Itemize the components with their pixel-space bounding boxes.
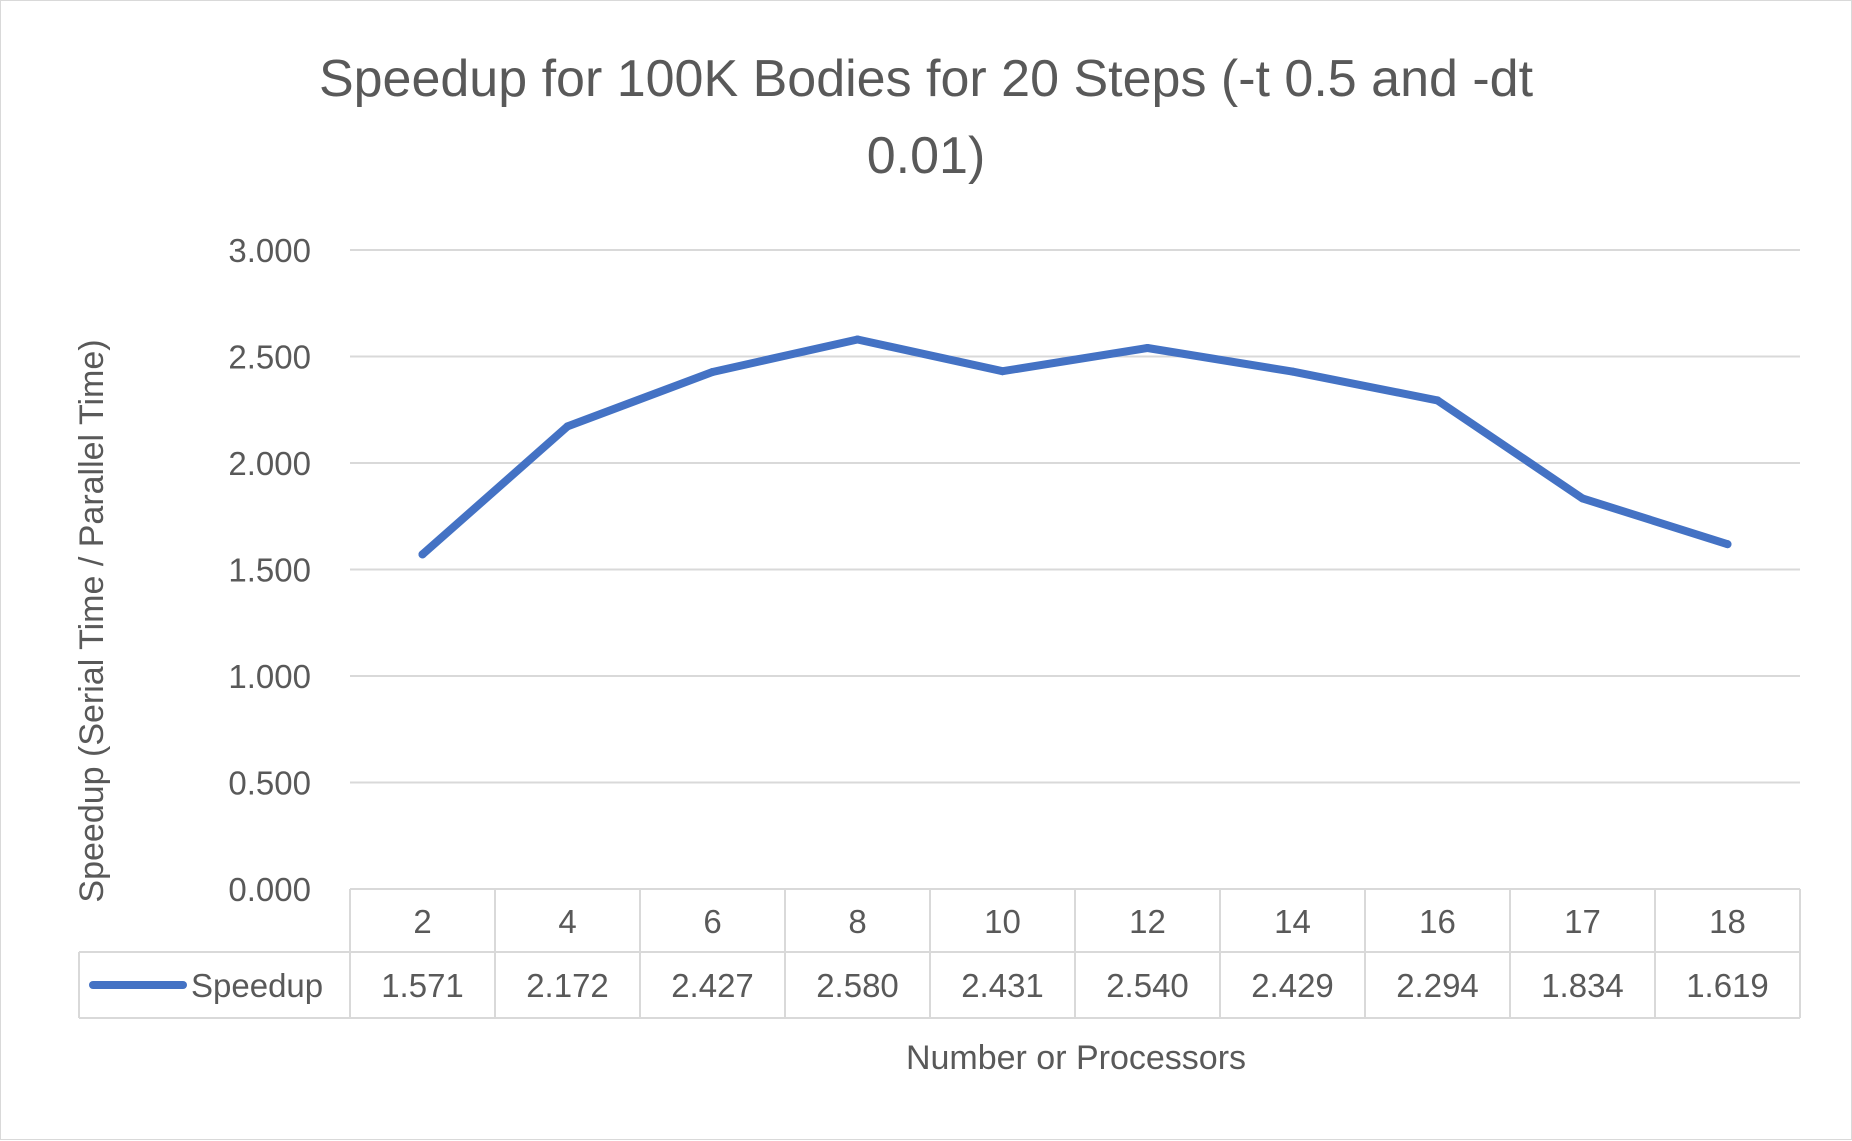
data-table-value: 2.429 — [1251, 967, 1334, 1004]
data-table-value: 1.619 — [1686, 967, 1769, 1004]
x-tick-label: 17 — [1564, 903, 1601, 940]
x-tick-label: 12 — [1129, 903, 1166, 940]
data-table-value: 2.431 — [961, 967, 1044, 1004]
legend-series-name: Speedup — [191, 967, 323, 1004]
y-tick-label: 1.000 — [228, 658, 311, 695]
x-tick-label: 6 — [703, 903, 721, 940]
data-table-value: 2.172 — [526, 967, 609, 1004]
chart-title-line-2: 0.01) — [867, 127, 986, 185]
x-tick-label: 10 — [984, 903, 1021, 940]
data-point — [1723, 540, 1732, 549]
x-tick-label: 4 — [558, 903, 576, 940]
y-tick-label: 2.000 — [228, 445, 311, 482]
y-axis-label: Speedup (Serial Time / Parallel Time) — [73, 339, 111, 902]
x-tick-label: 2 — [413, 903, 431, 940]
data-table-value: 2.294 — [1396, 967, 1479, 1004]
y-tick-label: 0.500 — [228, 765, 311, 802]
data-point — [1578, 494, 1587, 503]
x-tick-label: 18 — [1709, 903, 1746, 940]
x-tick-label: 16 — [1419, 903, 1456, 940]
y-tick-label: 0.000 — [228, 871, 311, 908]
data-point — [998, 367, 1007, 376]
data-point — [1433, 396, 1442, 405]
data-point — [1288, 367, 1297, 376]
data-point — [853, 335, 862, 344]
data-point — [708, 368, 717, 377]
x-tick-label: 8 — [848, 903, 866, 940]
y-tick-label: 3.000 — [228, 232, 311, 269]
data-table-value: 1.834 — [1541, 967, 1624, 1004]
data-table-value: 1.571 — [381, 967, 464, 1004]
y-tick-label: 1.500 — [228, 552, 311, 589]
data-point — [1143, 343, 1152, 352]
data-table-value: 2.540 — [1106, 967, 1189, 1004]
x-tick-label: 14 — [1274, 903, 1311, 940]
data-table-value: 2.427 — [671, 967, 754, 1004]
x-axis-label: Number or Processors — [906, 1039, 1246, 1077]
chart-title-line-1: Speedup for 100K Bodies for 20 Steps (-t… — [319, 50, 1534, 108]
y-tick-label: 2.500 — [228, 339, 311, 376]
data-point — [563, 422, 572, 431]
data-point — [418, 550, 427, 559]
data-table-value: 2.580 — [816, 967, 899, 1004]
speedup-series-line — [418, 335, 1732, 559]
